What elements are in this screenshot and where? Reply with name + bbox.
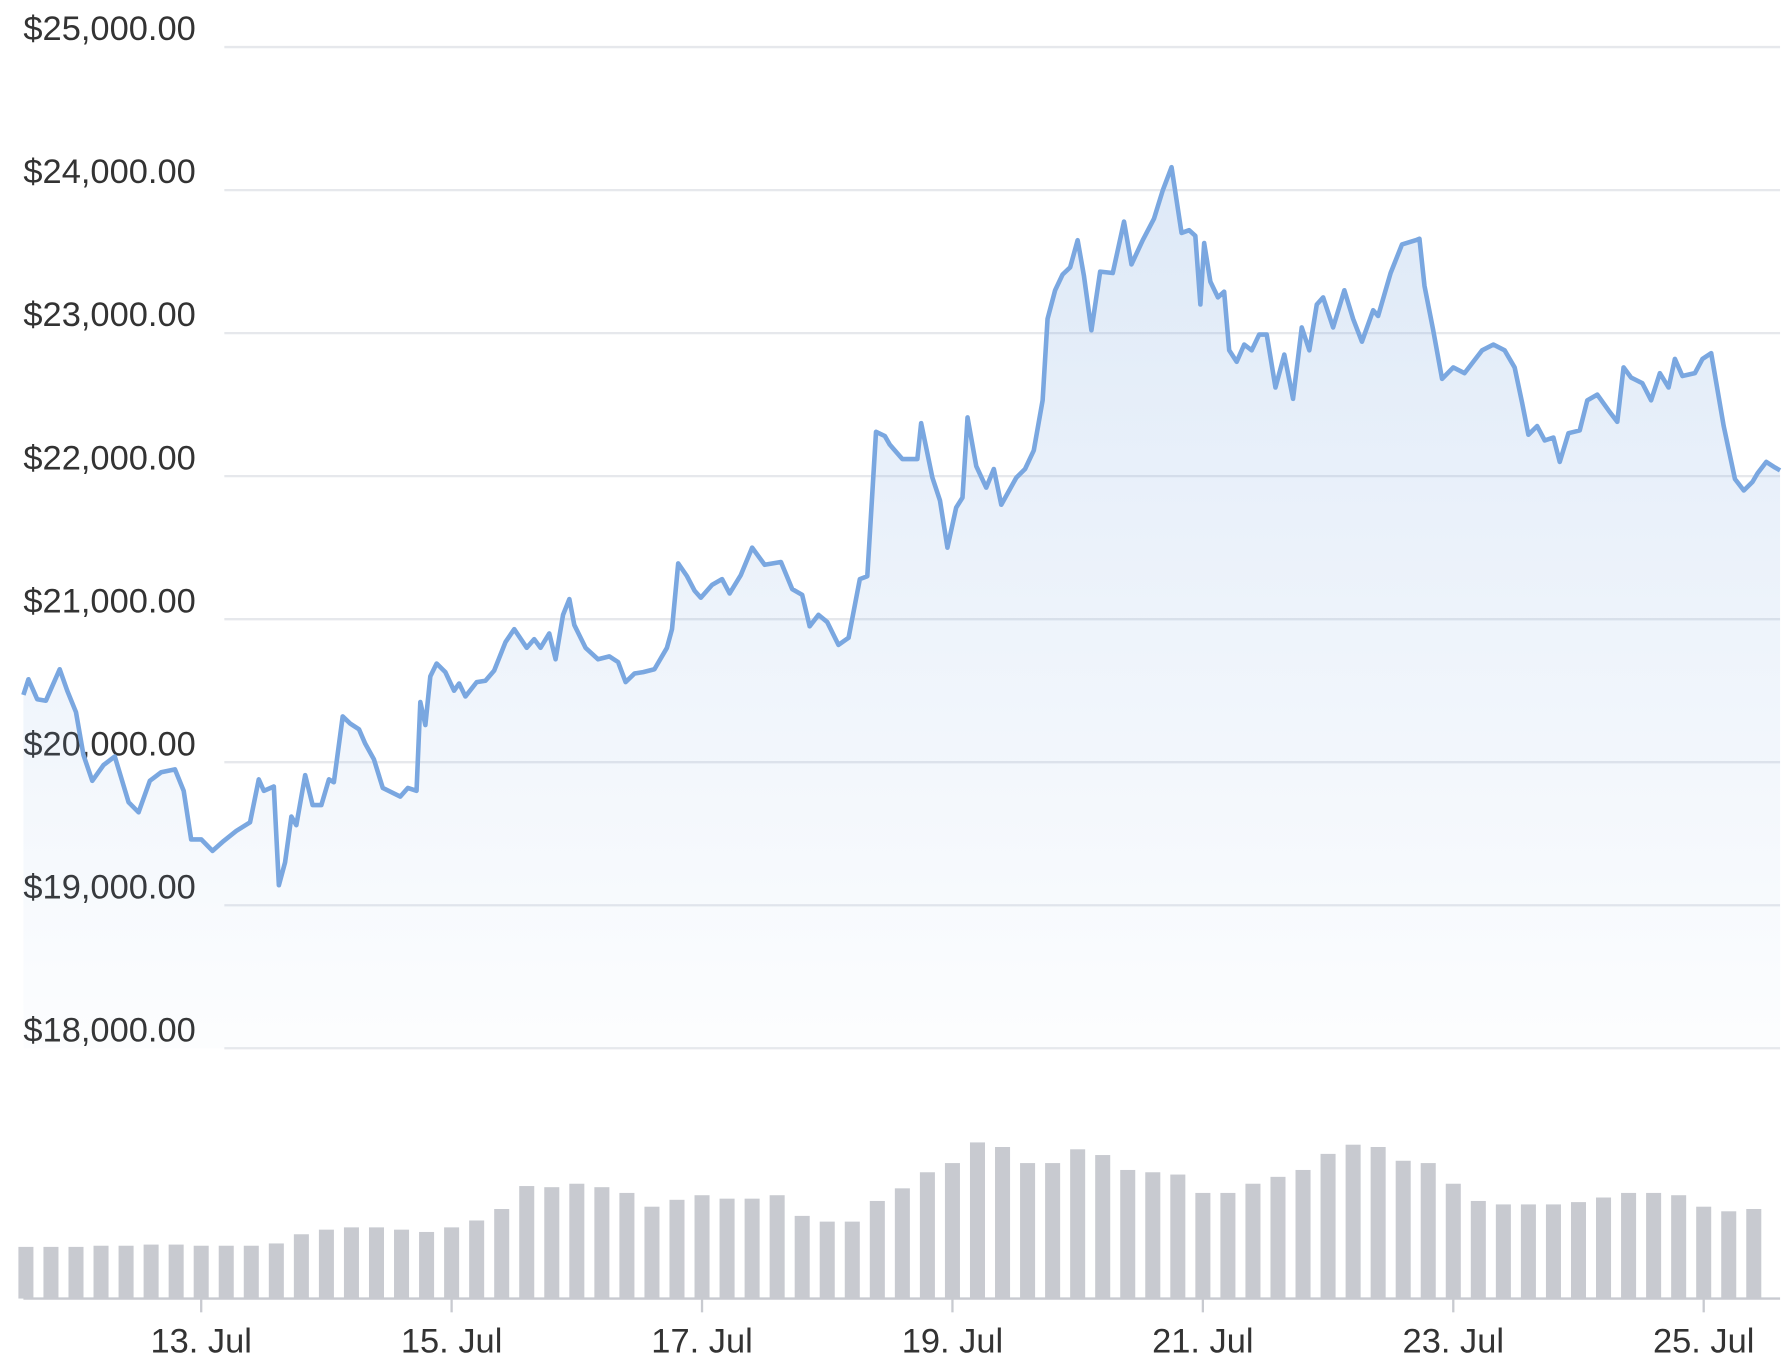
volume-bar bbox=[919, 1172, 935, 1299]
x-tick-label: 21. Jul bbox=[1152, 1323, 1253, 1361]
volume-bar bbox=[394, 1229, 410, 1299]
volume-bar bbox=[469, 1220, 485, 1299]
volume-bar bbox=[1270, 1176, 1286, 1299]
volume-bar bbox=[218, 1245, 234, 1299]
volume-bar bbox=[769, 1195, 785, 1299]
volume-bar bbox=[368, 1227, 385, 1299]
volume-bar bbox=[1345, 1144, 1361, 1299]
volume-bar bbox=[1420, 1163, 1436, 1299]
volume-bar bbox=[1070, 1149, 1086, 1299]
volume-bar bbox=[1746, 1209, 1762, 1299]
volume-bar bbox=[1195, 1192, 1211, 1299]
volume-bar bbox=[1145, 1172, 1161, 1299]
volume-bar bbox=[168, 1244, 184, 1299]
volume-bar bbox=[1671, 1195, 1687, 1299]
volume-bar bbox=[544, 1187, 560, 1299]
volume-bar bbox=[794, 1215, 810, 1299]
volume-bar bbox=[93, 1245, 109, 1299]
volume-bar bbox=[419, 1231, 435, 1299]
volume-bar bbox=[318, 1229, 334, 1299]
volume-bar bbox=[444, 1227, 460, 1299]
volume-bar bbox=[894, 1188, 910, 1299]
x-tick-label: 13. Jul bbox=[150, 1323, 251, 1361]
volume-bar bbox=[995, 1147, 1011, 1299]
volume-bar bbox=[644, 1206, 660, 1299]
volume-bar bbox=[193, 1245, 209, 1299]
volume-bar bbox=[1295, 1169, 1311, 1299]
volume-bar bbox=[18, 1246, 34, 1299]
volume-bar bbox=[1045, 1163, 1061, 1299]
volume-bar bbox=[569, 1183, 585, 1299]
volume-bar bbox=[293, 1234, 309, 1299]
volume-bar bbox=[719, 1198, 735, 1299]
volume-bar bbox=[1596, 1197, 1612, 1299]
y-tick-label: $22,000.00 bbox=[23, 439, 195, 477]
volume-bar bbox=[669, 1199, 685, 1299]
volume-bar bbox=[243, 1245, 259, 1299]
volume-bar bbox=[1495, 1204, 1511, 1299]
volume-bar bbox=[118, 1245, 134, 1299]
y-tick-label: $24,000.00 bbox=[23, 153, 195, 191]
y-tick-label: $21,000.00 bbox=[23, 582, 195, 620]
volume-bar bbox=[143, 1244, 159, 1299]
volume-bar bbox=[268, 1243, 284, 1299]
volume-bar bbox=[1220, 1192, 1236, 1299]
volume-bar bbox=[594, 1187, 610, 1299]
volume-bar bbox=[1095, 1155, 1111, 1299]
volume-bar bbox=[494, 1209, 510, 1299]
volume-bar bbox=[869, 1200, 885, 1299]
price-line bbox=[21, 164, 1782, 888]
y-tick-label: $23,000.00 bbox=[23, 296, 195, 334]
volume-bar bbox=[819, 1221, 835, 1299]
area bbox=[23, 167, 1781, 1049]
x-tick-label: 25. Jul bbox=[1653, 1323, 1754, 1361]
volume-bar bbox=[1445, 1183, 1461, 1299]
x-tick-label: 19. Jul bbox=[902, 1323, 1003, 1361]
volume-bar bbox=[944, 1163, 960, 1299]
volume-bar bbox=[1696, 1206, 1712, 1299]
volume-bar bbox=[744, 1198, 760, 1299]
x-tick-label: 17. Jul bbox=[651, 1323, 752, 1361]
x-tick-label: 15. Jul bbox=[401, 1323, 502, 1361]
volume-bar bbox=[1320, 1153, 1336, 1299]
volume-bar bbox=[1470, 1200, 1486, 1299]
volume-bar bbox=[519, 1186, 535, 1299]
y-tick-label: $25,000.00 bbox=[23, 10, 195, 48]
volume-bar bbox=[1395, 1160, 1411, 1299]
volume-bar bbox=[1570, 1202, 1587, 1299]
volume-bar bbox=[694, 1195, 710, 1299]
volume-bar bbox=[1545, 1204, 1561, 1299]
volume-bar bbox=[343, 1227, 359, 1299]
volume-bar bbox=[844, 1221, 860, 1299]
volume-bar bbox=[1120, 1169, 1136, 1299]
volume-bar bbox=[969, 1142, 986, 1299]
volume-bar bbox=[1621, 1192, 1637, 1299]
x-tick-label: 23. Jul bbox=[1403, 1323, 1504, 1361]
volume-bar bbox=[1020, 1163, 1036, 1299]
volume-bar bbox=[1170, 1174, 1186, 1299]
volume-bar bbox=[619, 1192, 635, 1299]
volume-bar bbox=[1721, 1211, 1737, 1299]
volume-bar bbox=[1370, 1147, 1386, 1299]
volume-bar bbox=[68, 1246, 84, 1299]
volume-bar bbox=[43, 1246, 59, 1299]
volume-bar bbox=[1520, 1204, 1536, 1299]
volume-bar bbox=[1245, 1183, 1261, 1299]
volume-bar bbox=[1646, 1192, 1662, 1299]
